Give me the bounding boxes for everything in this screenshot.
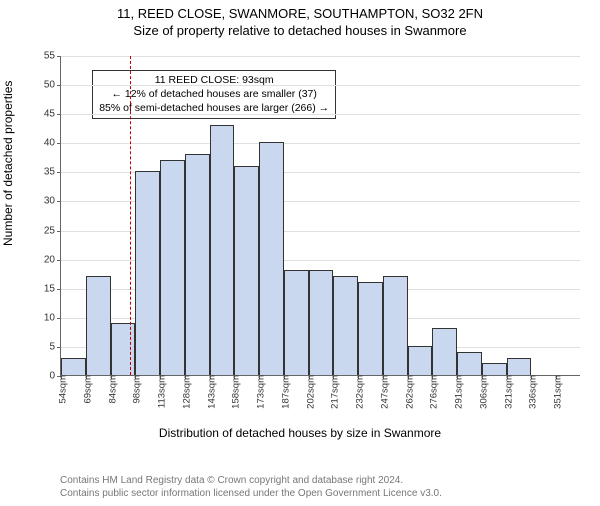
xtick-label: 128sqm bbox=[177, 375, 192, 409]
histogram-bar bbox=[482, 363, 507, 375]
annotation-box: 11 REED CLOSE: 93sqm ← 12% of detached h… bbox=[92, 70, 336, 119]
xtick-label: 69sqm bbox=[78, 375, 93, 404]
footer-line1: Contains HM Land Registry data © Crown c… bbox=[60, 474, 442, 487]
histogram-bar bbox=[432, 328, 457, 375]
chart-container: Number of detached properties 11 REED CL… bbox=[0, 46, 600, 446]
footer-line2: Contains public sector information licen… bbox=[60, 487, 442, 500]
xtick-label: 202sqm bbox=[301, 375, 316, 409]
histogram-bar bbox=[135, 171, 160, 375]
title-line1: 11, REED CLOSE, SWANMORE, SOUTHAMPTON, S… bbox=[0, 6, 600, 21]
xtick-label: 187sqm bbox=[276, 375, 291, 409]
ytick-label: 15 bbox=[44, 283, 61, 294]
xtick-label: 321sqm bbox=[499, 375, 514, 409]
xtick-label: 276sqm bbox=[425, 375, 440, 409]
xtick-label: 336sqm bbox=[524, 375, 539, 409]
xtick-label: 173sqm bbox=[252, 375, 267, 409]
title-line2: Size of property relative to detached ho… bbox=[0, 23, 600, 38]
xtick-label: 262sqm bbox=[400, 375, 415, 409]
ytick-label: 30 bbox=[44, 196, 61, 207]
x-axis-label: Distribution of detached houses by size … bbox=[0, 426, 600, 440]
ytick-label: 55 bbox=[44, 51, 61, 62]
xtick-label: 247sqm bbox=[375, 375, 390, 409]
xtick-label: 232sqm bbox=[351, 375, 366, 409]
ytick-label: 25 bbox=[44, 225, 61, 236]
gridline bbox=[61, 85, 580, 86]
reference-line bbox=[130, 56, 131, 375]
histogram-bar bbox=[160, 160, 185, 375]
y-axis-label: Number of detached properties bbox=[1, 81, 15, 246]
ytick-label: 35 bbox=[44, 167, 61, 178]
xtick-label: 158sqm bbox=[227, 375, 242, 409]
xtick-label: 143sqm bbox=[202, 375, 217, 409]
xtick-label: 306sqm bbox=[474, 375, 489, 409]
histogram-bar bbox=[408, 346, 433, 375]
xtick-label: 84sqm bbox=[103, 375, 118, 404]
gridline bbox=[61, 114, 580, 115]
histogram-bar bbox=[210, 125, 235, 375]
annotation-line2: ← 12% of detached houses are smaller (37… bbox=[99, 88, 329, 102]
xtick-label: 98sqm bbox=[128, 375, 143, 404]
footer-attribution: Contains HM Land Registry data © Crown c… bbox=[60, 474, 442, 500]
ytick-label: 40 bbox=[44, 138, 61, 149]
plot-area: 11 REED CLOSE: 93sqm ← 12% of detached h… bbox=[60, 56, 580, 376]
histogram-bar bbox=[333, 276, 358, 375]
histogram-bar bbox=[507, 358, 532, 375]
ytick-label: 20 bbox=[44, 254, 61, 265]
histogram-bar bbox=[457, 352, 482, 375]
histogram-bar bbox=[309, 270, 334, 375]
histogram-bar bbox=[61, 358, 86, 375]
histogram-bar bbox=[185, 154, 210, 375]
xtick-label: 217sqm bbox=[326, 375, 341, 409]
histogram-bar bbox=[259, 142, 284, 375]
xtick-label: 54sqm bbox=[54, 375, 69, 404]
xtick-label: 291sqm bbox=[450, 375, 465, 409]
ytick-label: 5 bbox=[49, 341, 61, 352]
ytick-label: 45 bbox=[44, 109, 61, 120]
xtick-label: 351sqm bbox=[549, 375, 564, 409]
gridline bbox=[61, 143, 580, 144]
ytick-label: 50 bbox=[44, 80, 61, 91]
histogram-bar bbox=[383, 276, 408, 375]
histogram-bar bbox=[86, 276, 111, 375]
histogram-bar bbox=[284, 270, 309, 375]
histogram-bar bbox=[111, 323, 136, 375]
gridline bbox=[61, 56, 580, 57]
histogram-bar bbox=[234, 166, 259, 375]
ytick-label: 10 bbox=[44, 312, 61, 323]
histogram-bar bbox=[358, 282, 383, 375]
xtick-label: 113sqm bbox=[153, 375, 168, 408]
